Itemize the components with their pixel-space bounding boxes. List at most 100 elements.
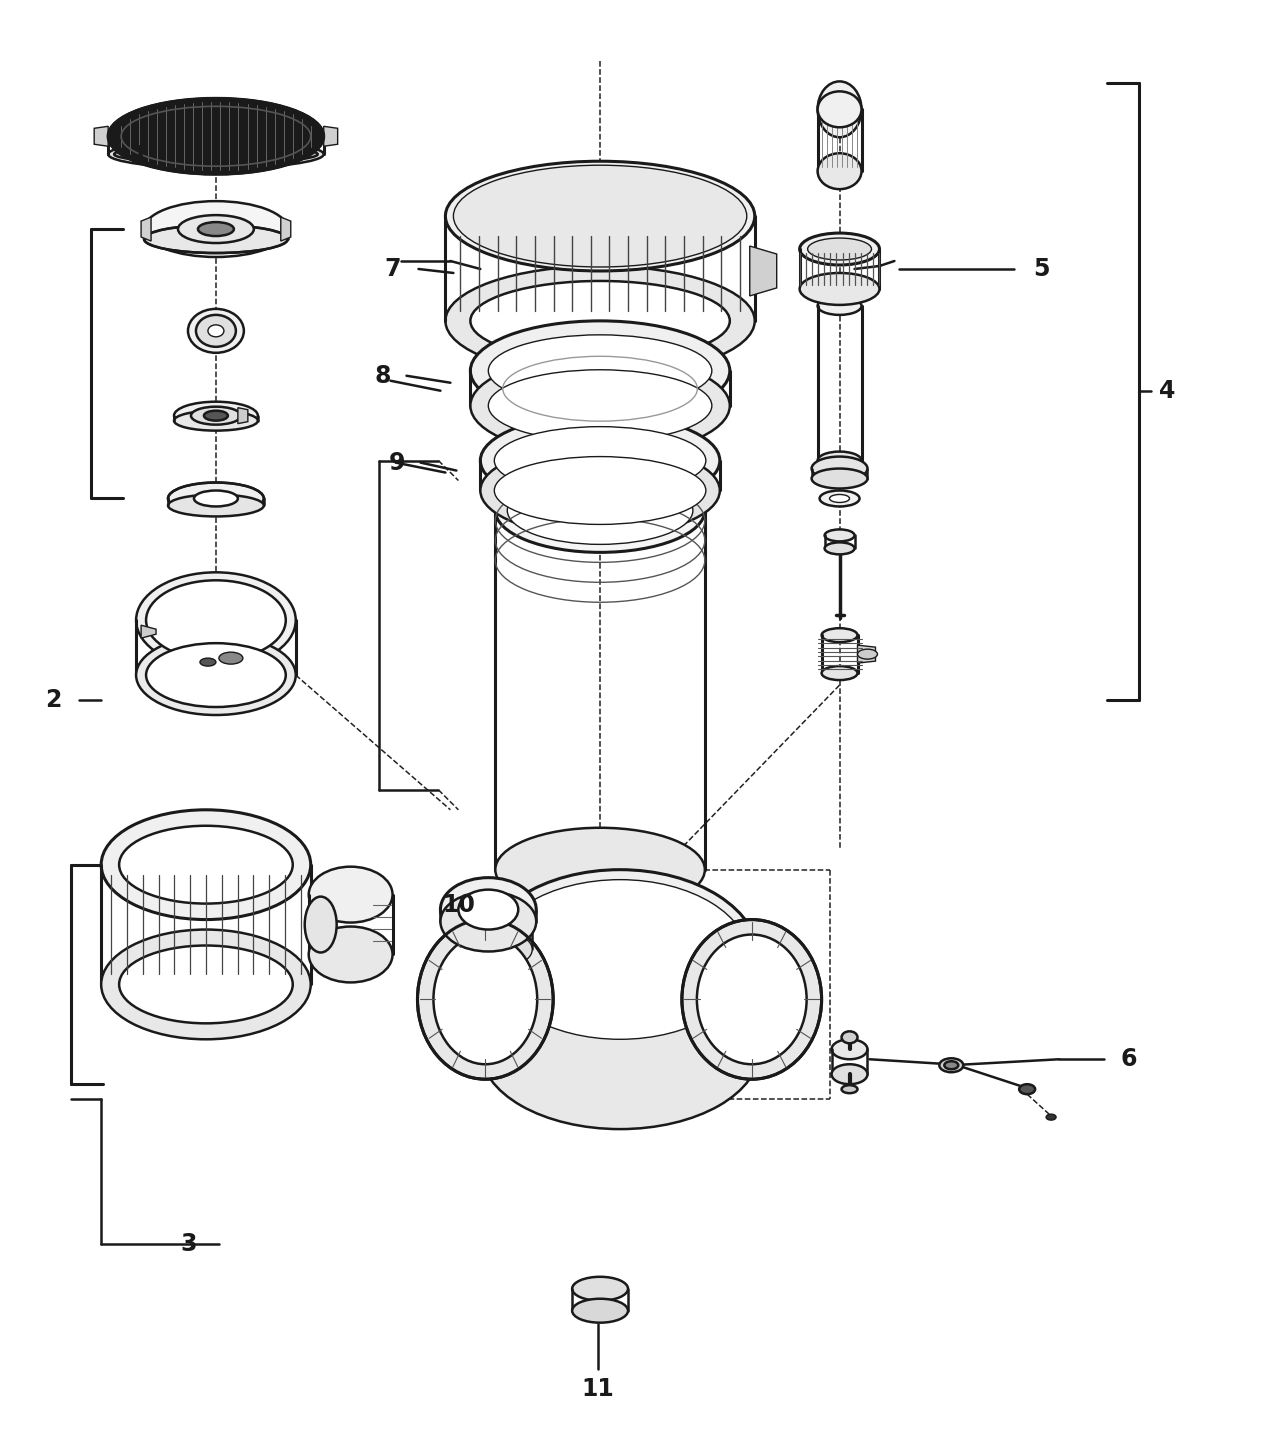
Ellipse shape [494, 427, 706, 495]
Ellipse shape [842, 1086, 857, 1093]
Ellipse shape [832, 1064, 868, 1084]
Ellipse shape [197, 221, 234, 236]
Ellipse shape [829, 495, 850, 502]
Ellipse shape [824, 529, 855, 541]
Ellipse shape [822, 666, 857, 680]
Ellipse shape [459, 890, 519, 929]
Ellipse shape [812, 457, 868, 480]
Ellipse shape [572, 1277, 628, 1301]
Ellipse shape [944, 1061, 958, 1070]
Text: 2: 2 [45, 687, 61, 712]
Ellipse shape [147, 581, 285, 660]
Ellipse shape [191, 407, 241, 424]
Ellipse shape [175, 401, 257, 430]
Ellipse shape [144, 201, 288, 257]
Ellipse shape [808, 239, 871, 260]
Ellipse shape [168, 495, 264, 516]
Ellipse shape [101, 810, 311, 919]
Ellipse shape [818, 154, 861, 190]
Ellipse shape [441, 877, 536, 942]
Ellipse shape [108, 141, 324, 168]
Polygon shape [280, 217, 290, 242]
Ellipse shape [819, 490, 860, 506]
Ellipse shape [204, 411, 228, 421]
Polygon shape [750, 246, 777, 296]
Ellipse shape [939, 1058, 963, 1073]
Ellipse shape [1046, 1114, 1056, 1120]
Ellipse shape [800, 273, 879, 305]
Ellipse shape [196, 315, 236, 347]
Ellipse shape [418, 919, 553, 1078]
Polygon shape [94, 127, 108, 147]
Polygon shape [238, 408, 248, 424]
Text: 8: 8 [375, 364, 391, 388]
Text: 4: 4 [1159, 378, 1175, 403]
Ellipse shape [308, 867, 392, 923]
Ellipse shape [470, 355, 730, 456]
Ellipse shape [108, 98, 324, 174]
Ellipse shape [433, 935, 538, 1064]
Ellipse shape [101, 929, 311, 1040]
Ellipse shape [175, 411, 257, 430]
Text: 1: 1 [131, 144, 148, 168]
Ellipse shape [208, 325, 224, 336]
Ellipse shape [496, 828, 705, 912]
Polygon shape [857, 646, 875, 663]
Ellipse shape [488, 370, 712, 441]
Ellipse shape [857, 649, 878, 659]
Ellipse shape [812, 469, 868, 489]
Ellipse shape [480, 870, 759, 1050]
Ellipse shape [441, 892, 536, 952]
Ellipse shape [136, 636, 296, 715]
Ellipse shape [507, 476, 693, 545]
Ellipse shape [144, 226, 288, 253]
Ellipse shape [818, 452, 861, 470]
Ellipse shape [842, 1031, 857, 1044]
Ellipse shape [824, 542, 855, 555]
Ellipse shape [488, 897, 533, 932]
Ellipse shape [168, 483, 264, 515]
Ellipse shape [304, 897, 336, 952]
Polygon shape [141, 626, 155, 638]
Ellipse shape [470, 177, 730, 256]
Ellipse shape [446, 161, 754, 270]
Ellipse shape [1019, 1084, 1036, 1094]
Ellipse shape [189, 309, 243, 352]
Ellipse shape [494, 457, 706, 525]
Ellipse shape [490, 880, 750, 1040]
Polygon shape [324, 127, 338, 147]
Ellipse shape [194, 490, 238, 506]
Text: 9: 9 [389, 450, 405, 475]
Ellipse shape [454, 165, 747, 267]
Ellipse shape [822, 628, 857, 643]
Text: 11: 11 [582, 1376, 614, 1401]
Ellipse shape [200, 659, 215, 666]
Ellipse shape [818, 296, 861, 315]
Ellipse shape [682, 919, 822, 1078]
Text: 10: 10 [442, 893, 475, 916]
Ellipse shape [480, 444, 720, 536]
Ellipse shape [818, 82, 861, 137]
Text: 7: 7 [385, 257, 401, 280]
Ellipse shape [147, 643, 285, 707]
Ellipse shape [470, 280, 730, 361]
Ellipse shape [800, 233, 879, 265]
Polygon shape [141, 217, 152, 242]
Ellipse shape [488, 335, 712, 407]
Ellipse shape [178, 216, 254, 243]
Ellipse shape [470, 321, 730, 421]
Ellipse shape [219, 653, 243, 664]
Ellipse shape [120, 946, 293, 1024]
Ellipse shape [697, 935, 806, 1064]
Ellipse shape [832, 1040, 868, 1060]
Text: 5: 5 [1033, 257, 1050, 280]
Ellipse shape [572, 1299, 628, 1323]
Ellipse shape [308, 926, 392, 982]
Ellipse shape [818, 92, 861, 128]
Text: 6: 6 [1121, 1047, 1138, 1071]
Ellipse shape [136, 572, 296, 669]
Ellipse shape [496, 469, 705, 552]
Ellipse shape [446, 266, 754, 375]
Text: 3: 3 [181, 1232, 197, 1255]
Ellipse shape [480, 414, 720, 506]
